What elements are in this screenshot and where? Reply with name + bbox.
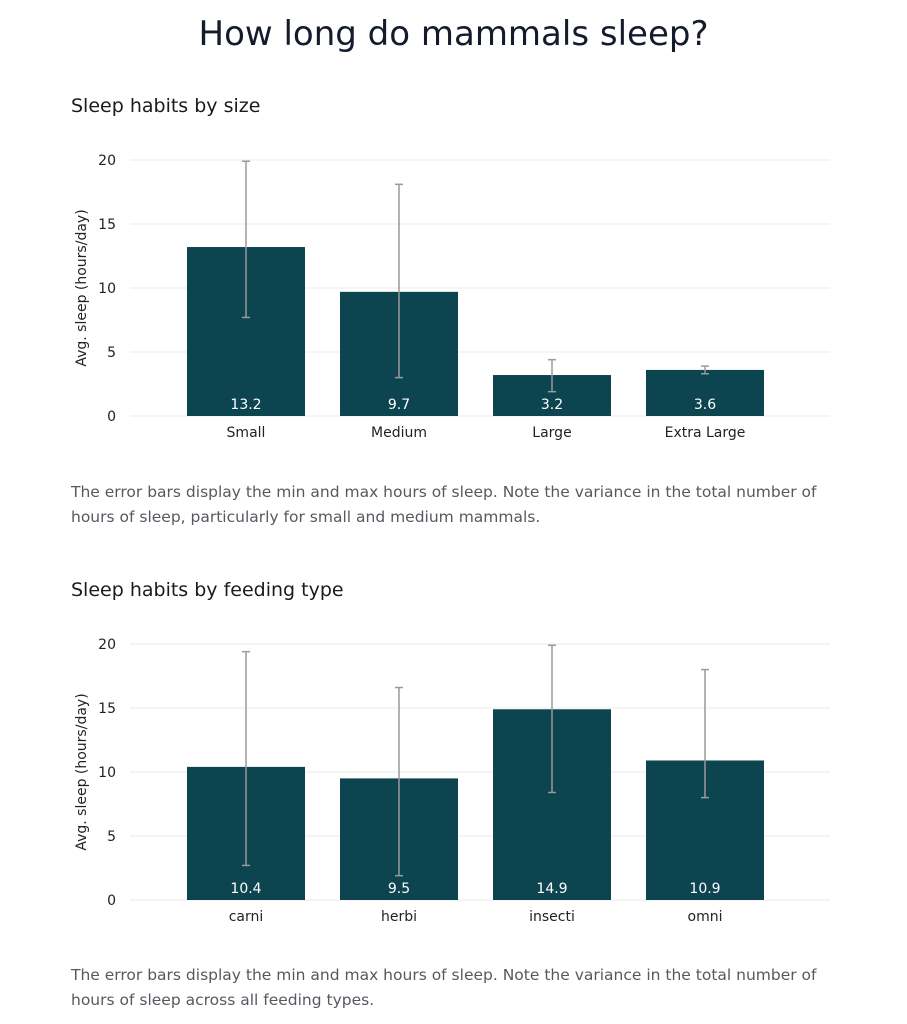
y-tick-label: 10 (98, 765, 116, 781)
bar-chart-size: 0 5 10 15 20 Avg. sleep (hours/day) 13.2 Small 9… (74, 153, 830, 441)
y-tick-label: 5 (107, 829, 116, 845)
bar-chart-feeding: 0 5 10 15 20 Avg. sleep (hours/day) 10.4 carni 9… (74, 637, 830, 925)
y-tick-label: 15 (98, 217, 116, 233)
y-tick-label: 20 (98, 637, 116, 653)
bar-value-label: 3.6 (694, 397, 716, 413)
y-tick-label: 5 (107, 345, 116, 361)
y-tick-label: 0 (107, 409, 116, 425)
bar-value-label: 3.2 (541, 397, 563, 413)
y-tick-label: 10 (98, 281, 116, 297)
x-category-label: Small (227, 425, 266, 441)
x-category-label: Medium (371, 425, 427, 441)
y-axis-title: Avg. sleep (hours/day) (74, 693, 90, 850)
x-category-label: Large (532, 425, 571, 441)
x-category-label: omni (688, 909, 723, 925)
chart-title-size: Sleep habits by size (71, 95, 261, 117)
bar-value-label: 9.5 (388, 881, 410, 897)
chart-title-feeding: Sleep habits by feeding type (71, 579, 344, 601)
x-category-label: insecti (529, 909, 575, 925)
x-category-label: carni (229, 909, 264, 925)
bar-value-label: 10.4 (230, 881, 261, 897)
x-category-label: herbi (381, 909, 417, 925)
y-tick-label: 15 (98, 701, 116, 717)
bar (646, 369, 764, 416)
y-tick-label: 20 (98, 153, 116, 169)
caption-size: The error bars display the min and max h… (71, 483, 817, 526)
caption-feeding: The error bars display the min and max h… (71, 966, 817, 1009)
bar-value-label: 14.9 (536, 881, 567, 897)
bar-value-label: 13.2 (230, 397, 261, 413)
bar-value-label: 9.7 (388, 397, 410, 413)
x-category-label: Extra Large (665, 425, 746, 441)
page-title: How long do mammals sleep? (198, 14, 709, 54)
y-axis-title: Avg. sleep (hours/day) (74, 209, 90, 366)
bar-value-label: 10.9 (689, 881, 720, 897)
y-tick-label: 0 (107, 893, 116, 909)
